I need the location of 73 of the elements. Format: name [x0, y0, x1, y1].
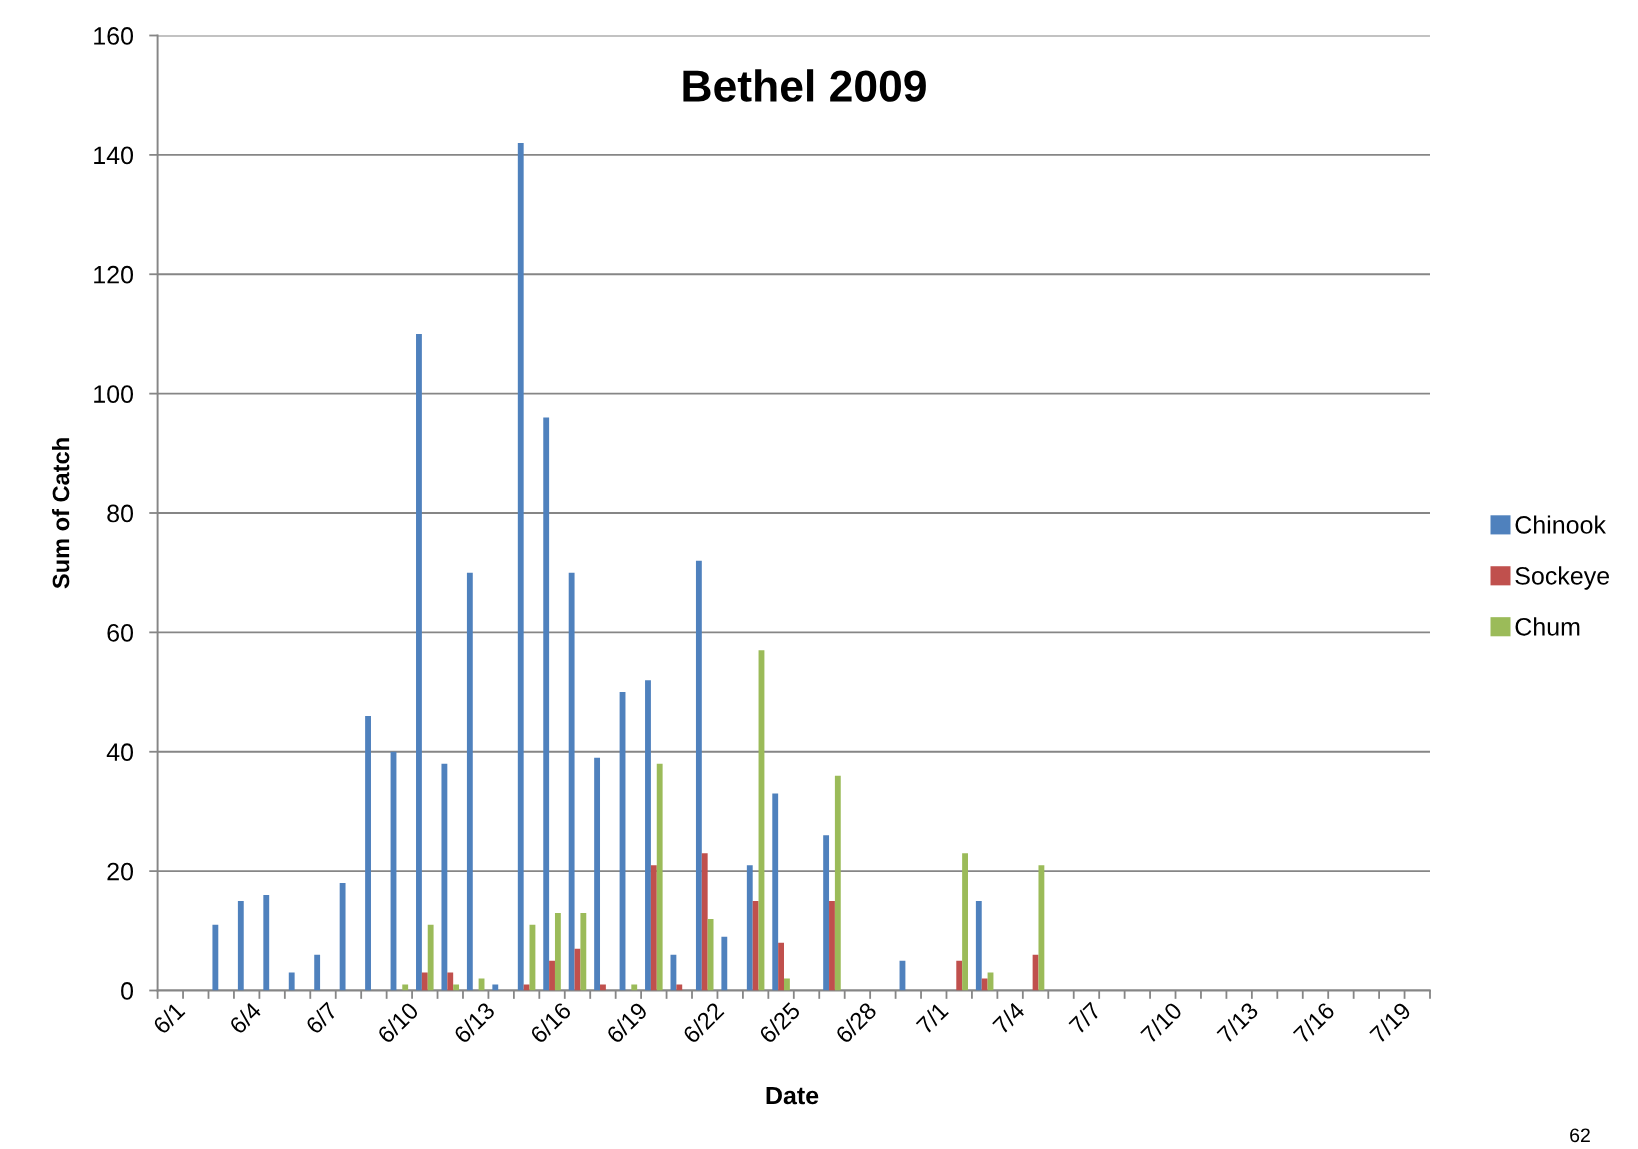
bar: [707, 918, 714, 991]
bar: [1038, 865, 1045, 991]
x-tick-label: 6/10: [376, 1000, 420, 1045]
y-tick-label: 100: [94, 385, 134, 403]
bar: [834, 775, 841, 991]
bar: [784, 978, 790, 991]
bar: [554, 912, 561, 991]
x-axis-title: Date: [766, 1086, 819, 1105]
y-tick-label: 20: [107, 862, 134, 881]
bar: [365, 715, 371, 991]
y-tick-label: 120: [94, 265, 134, 284]
x-tick-label: 6/28: [834, 1000, 878, 1045]
bar: [650, 865, 657, 991]
x-tick-label: 7/19: [1368, 1001, 1412, 1045]
bar: [695, 560, 702, 991]
y-tick-label: 40: [106, 743, 134, 762]
bar: [314, 954, 321, 991]
bar: [212, 924, 219, 991]
y-axis-title: Sum of Catch: [51, 438, 70, 589]
x-tick-label: 6/25: [757, 1000, 802, 1045]
bar: [580, 912, 587, 991]
y-tick-label: 140: [94, 146, 134, 165]
x-tick-label: 6/22: [681, 1001, 725, 1045]
bar: [823, 835, 830, 991]
bar: [517, 142, 524, 991]
bar: [549, 960, 555, 991]
bar: [543, 417, 550, 991]
bar: [956, 960, 963, 991]
bar: [421, 972, 428, 991]
x-tick-label: 7/13: [1215, 1000, 1260, 1045]
y-tick-label: 60: [107, 623, 134, 642]
bar: [645, 680, 651, 991]
x-tick-label: 6/13: [452, 1000, 496, 1045]
bar: [656, 763, 663, 991]
bar: [962, 853, 968, 991]
x-tick-label: 6/1: [151, 1001, 186, 1035]
bar: [237, 900, 244, 991]
y-tick-label: 0: [121, 982, 134, 1000]
x-tick-label: 6/7: [304, 1001, 339, 1035]
bar: [778, 942, 784, 991]
bar: [288, 972, 295, 991]
x-tick-label: 6/16: [528, 1000, 573, 1045]
x-tick-label: 7/16: [1292, 1000, 1336, 1045]
text: Bethel 2009: [683, 69, 926, 102]
bar: [701, 853, 708, 991]
bar: [829, 900, 835, 991]
bar: [447, 972, 454, 991]
y-tick-label: 160: [94, 27, 134, 45]
bar: [416, 333, 422, 991]
bar: [746, 865, 753, 991]
bar: [427, 924, 434, 991]
bar: [981, 978, 988, 991]
text: 62: [1570, 1128, 1590, 1143]
bar: [466, 572, 473, 991]
x-tick-label: 6/19: [605, 1001, 649, 1045]
bar: [263, 895, 270, 991]
x-tick-label: 7/7: [1067, 1001, 1102, 1035]
x-tick-label: 7/1: [915, 1001, 950, 1035]
bar: [752, 900, 759, 991]
x-tick-label: 7/10: [1139, 1000, 1183, 1045]
legend-label: Chinook: [1515, 515, 1607, 534]
bar: [441, 763, 448, 991]
bar: [772, 793, 779, 991]
bar: [594, 757, 601, 991]
legend-label: Chum: [1515, 617, 1580, 636]
x-tick-label: 6/4: [228, 1000, 263, 1035]
legend-label: Sockeye: [1515, 566, 1610, 590]
y-tick-label: 80: [107, 504, 134, 523]
x-tick-label: 7/4: [991, 1000, 1026, 1035]
bar: [975, 900, 982, 991]
bar: [339, 883, 346, 991]
bar: [721, 936, 728, 991]
bar: [568, 572, 575, 991]
